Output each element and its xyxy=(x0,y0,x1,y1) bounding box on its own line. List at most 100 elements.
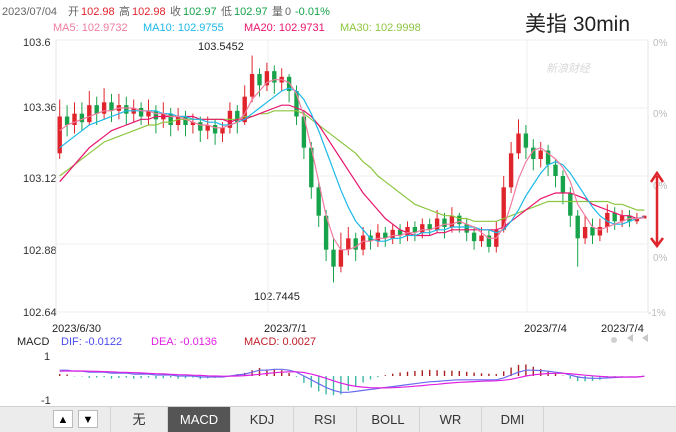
candle-body xyxy=(316,187,321,216)
candle-body xyxy=(212,125,218,134)
candle-body xyxy=(220,127,225,134)
candle-body xyxy=(338,249,344,267)
header-open: 102.98 xyxy=(81,6,115,18)
x-label: 2023/7/4 xyxy=(601,323,644,335)
scroll-down-button[interactable]: ▼ xyxy=(78,410,98,428)
header-high-label: 高 xyxy=(119,4,130,18)
right-tick: 0% xyxy=(653,181,668,192)
y-tick: 102.64 xyxy=(23,307,57,319)
header-volume: 0 xyxy=(285,6,291,18)
candle-body xyxy=(508,153,514,188)
candle-body xyxy=(153,110,159,120)
candle-body xyxy=(442,218,447,227)
ma20-line xyxy=(59,104,645,237)
macd-y-tick: 1 xyxy=(44,351,50,363)
candle-body xyxy=(405,227,410,236)
candle-body xyxy=(420,224,425,233)
candle-body xyxy=(582,227,588,239)
ma10-legend: MA10: 102.9755 xyxy=(143,22,224,34)
candle-body xyxy=(486,235,492,247)
candle-body xyxy=(383,232,388,239)
max-annotation: 103.5452 xyxy=(198,41,244,53)
candle-body xyxy=(538,150,543,159)
y-tick: 103.6 xyxy=(23,37,51,49)
candle-body xyxy=(235,110,240,123)
candle-body xyxy=(331,249,336,267)
candle-body xyxy=(553,164,558,176)
macd-value-legend: MACD: 0.0027 xyxy=(244,336,316,348)
header-close: 102.97 xyxy=(183,6,217,18)
candle-body xyxy=(168,113,173,125)
ma5-legend: MA5: 102.9732 xyxy=(53,22,128,34)
ma10-line xyxy=(59,87,645,242)
candle-body xyxy=(94,105,99,114)
candle-body xyxy=(634,218,640,222)
tab-rsi[interactable]: RSI xyxy=(294,407,357,432)
ma20-legend: MA20: 102.9731 xyxy=(244,22,325,34)
collapse-icon[interactable] xyxy=(642,334,648,342)
candle-body xyxy=(471,232,477,242)
candle-body xyxy=(434,218,440,230)
candle-body xyxy=(309,147,314,188)
range-arrow-icon xyxy=(649,170,665,249)
dif-legend: DIF: -0.0122 xyxy=(61,336,122,348)
y-tick: 103.12 xyxy=(23,173,57,185)
ma5-line xyxy=(59,79,645,251)
candle-body xyxy=(101,102,107,114)
candle-body xyxy=(57,116,62,154)
candle-body xyxy=(590,227,595,236)
settings-icon[interactable] xyxy=(611,337,617,343)
candle-body xyxy=(146,110,151,117)
candle-body xyxy=(560,176,566,193)
tab-macd[interactable]: MACD xyxy=(168,407,231,432)
header-open-label: 开 xyxy=(68,6,79,18)
header-high: 102.98 xyxy=(132,6,166,18)
x-label: 2023/7/4 xyxy=(524,323,567,335)
candle-body xyxy=(257,74,262,86)
header-volume-label: 量 xyxy=(272,5,283,18)
candle-body xyxy=(109,102,114,111)
y-tick: 103.36 xyxy=(23,102,57,114)
candle-body xyxy=(412,227,418,233)
expand-icon[interactable] xyxy=(627,334,633,342)
tab-kdj[interactable]: KDJ xyxy=(231,407,294,432)
candle-body xyxy=(516,133,521,154)
tab-none[interactable]: 无 xyxy=(110,407,168,432)
candle-body xyxy=(301,116,307,148)
x-label: 2023/7/1 xyxy=(264,323,307,335)
candle-body xyxy=(612,212,617,222)
candle-body xyxy=(457,215,462,225)
candle-body xyxy=(138,108,144,117)
dea-legend: DEA: -0.0136 xyxy=(151,336,217,348)
candle-body xyxy=(501,187,506,230)
candle-body xyxy=(264,71,270,86)
candle-body xyxy=(449,215,455,227)
header-close-label: 收 xyxy=(170,4,181,18)
candle-body xyxy=(190,122,196,125)
candle-body xyxy=(427,224,432,230)
right-tick: 0% xyxy=(653,38,668,49)
candle-body xyxy=(286,76,292,91)
candle-body xyxy=(79,113,85,123)
header-low-label: 低 xyxy=(221,5,232,18)
candle-body xyxy=(545,150,551,165)
header-date: 2023/07/04 xyxy=(2,6,57,18)
candle-body xyxy=(605,212,610,227)
candle-body xyxy=(64,116,70,125)
tab-wr[interactable]: WR xyxy=(420,407,482,432)
scroll-up-button[interactable]: ▲ xyxy=(53,410,73,428)
dea-line xyxy=(59,370,645,389)
candle-body xyxy=(523,133,529,148)
x-label: 2023/6/30 xyxy=(52,323,101,335)
ma30-line xyxy=(59,110,645,222)
tab-dmi[interactable]: DMI xyxy=(482,407,544,432)
header-low: 102.97 xyxy=(234,6,268,18)
candle-body xyxy=(479,235,484,242)
candle-body xyxy=(124,105,129,114)
right-tick: -1% xyxy=(648,308,666,319)
right-tick: 0% xyxy=(653,253,668,264)
candle-body xyxy=(619,215,625,222)
tab-boll[interactable]: BOLL xyxy=(357,407,420,432)
min-annotation: 102.7445 xyxy=(254,291,300,303)
candle-body xyxy=(294,91,299,117)
